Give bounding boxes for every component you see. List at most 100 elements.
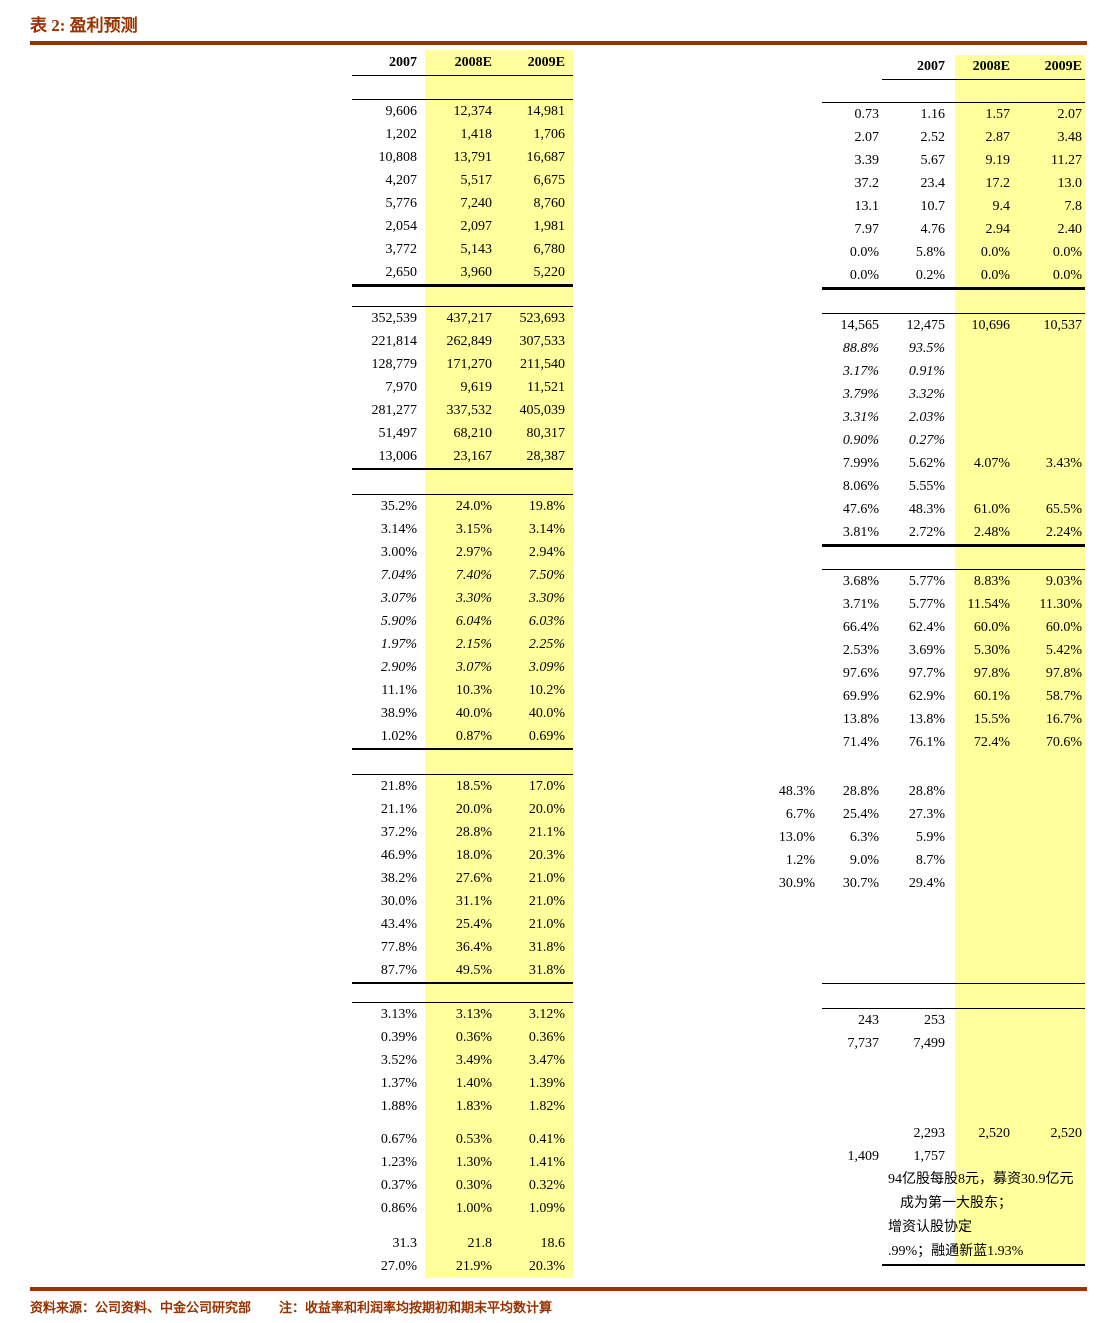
cell: 21.1% bbox=[380, 802, 417, 817]
table-block: 3.13% 3.13% 3.12% 0.39% 0.36% 0.36% 3.52% 3.49%… bbox=[352, 1003, 573, 1118]
spacer-row bbox=[352, 1220, 573, 1232]
cell: 0.0% bbox=[980, 245, 1010, 260]
cell: 21.8 bbox=[467, 1236, 493, 1251]
table-row: 11.1% 10.3% 10.2% bbox=[352, 679, 573, 702]
table-row: 21.8% 18.5% 17.0% bbox=[352, 775, 573, 798]
cell bbox=[1013, 872, 1085, 895]
table-row: 2,293 2,520 2,520 bbox=[822, 1122, 1085, 1145]
table-bottom-border bbox=[882, 1264, 1085, 1266]
cell: 18.5% bbox=[455, 779, 492, 794]
cell: 3.09% bbox=[528, 660, 565, 675]
table-block: 31.3 21.8 18.6 27.0% 21.9% 20.3% bbox=[352, 1232, 573, 1278]
cell: 0.90% bbox=[842, 433, 879, 448]
cell: 7.8 bbox=[1064, 199, 1083, 214]
cell: 10.3% bbox=[455, 683, 492, 698]
cell: 0.36% bbox=[455, 1030, 492, 1045]
table-row: 37.2 23.4 17.2 13.0 bbox=[822, 172, 1085, 195]
cell: 6,780 bbox=[533, 242, 566, 257]
cell: 262,849 bbox=[446, 334, 493, 349]
table-row: 0.90% 0.27% bbox=[822, 429, 1085, 452]
cell: 9.0% bbox=[849, 853, 879, 868]
cell: 0.37% bbox=[380, 1178, 417, 1193]
cell: 2.48% bbox=[973, 525, 1010, 540]
table-row: 3.00% 2.97% 2.94% bbox=[352, 541, 573, 564]
cell: 36.4% bbox=[455, 940, 492, 955]
cell: 38.9% bbox=[380, 706, 417, 721]
cell: 4.07% bbox=[973, 456, 1010, 471]
cell: 2007 bbox=[917, 59, 945, 74]
table-row: 47.6% 48.3% 61.0% 65.5% bbox=[822, 498, 1085, 521]
cell bbox=[1013, 337, 1085, 360]
table-row: 3.14% 3.15% 3.14% bbox=[352, 518, 573, 541]
spacer-row bbox=[822, 983, 1085, 1009]
cell: 2.53% bbox=[842, 643, 879, 658]
table-row: 51,497 68,210 80,317 bbox=[352, 422, 573, 445]
table-row: 13.8% 13.8% 15.5% 16.7% bbox=[822, 708, 1085, 731]
cell: 7.97 bbox=[854, 222, 880, 237]
table-row: 3.68% 5.77% 8.83% 9.03% bbox=[822, 570, 1085, 593]
cell: 3.52% bbox=[380, 1053, 417, 1068]
calc-note-text: 注：收益率和利润率均按期初和期末平均数计算 bbox=[279, 1300, 553, 1315]
table-block: 14,565 12,475 10,696 10,537 88.8% 93.5% 3.17% 0… bbox=[822, 314, 1085, 547]
cell: 2,650 bbox=[385, 265, 418, 280]
cell: 5.9% bbox=[915, 830, 945, 845]
table-row: 71.4% 76.1% 72.4% 70.6% bbox=[822, 731, 1085, 754]
cell: 2.87 bbox=[985, 130, 1011, 145]
cell: 48.3% bbox=[908, 502, 945, 517]
cell: 46.9% bbox=[380, 848, 417, 863]
cell: 23.4 bbox=[920, 176, 946, 191]
table-row: 69.9% 62.9% 60.1% 58.7% bbox=[822, 685, 1085, 708]
cell: 3.00% bbox=[380, 545, 417, 560]
left-highlight-band bbox=[425, 50, 573, 1278]
cell: 70.6% bbox=[1045, 735, 1082, 750]
cell: 13.1 bbox=[854, 199, 880, 214]
table-row: 97.6% 97.7% 97.8% 97.8% bbox=[822, 662, 1085, 685]
table-row: 30.0% 31.1% 21.0% bbox=[352, 890, 573, 913]
cell: 30.0% bbox=[380, 894, 417, 909]
cell: 2,520 bbox=[978, 1126, 1011, 1141]
cell: 28.8% bbox=[842, 784, 879, 799]
cell: 48.3% bbox=[778, 784, 815, 799]
cell bbox=[1013, 475, 1085, 498]
cell: 0.0% bbox=[849, 268, 879, 283]
cell: 3,960 bbox=[460, 265, 493, 280]
cell: 2.52 bbox=[920, 130, 946, 145]
cell: 0.0% bbox=[1052, 268, 1082, 283]
cell: 62.9% bbox=[908, 689, 945, 704]
cell: 4.76 bbox=[920, 222, 946, 237]
cell: 2.90% bbox=[380, 660, 417, 675]
cell bbox=[1013, 1145, 1085, 1168]
spacer-row bbox=[352, 76, 573, 100]
cell: 1.82% bbox=[528, 1099, 565, 1114]
cell: 93.5% bbox=[908, 341, 945, 356]
cell: 31.8% bbox=[528, 940, 565, 955]
cell: 20.0% bbox=[528, 802, 565, 817]
cell: 3.14% bbox=[380, 522, 417, 537]
source-note: 资料来源：公司资料、中金公司研究部 注：收益率和利润率均按期初和期末平均数计算 bbox=[30, 1297, 552, 1316]
spacer-row bbox=[822, 290, 1085, 314]
cell: 6,675 bbox=[533, 173, 566, 188]
cell bbox=[822, 1122, 882, 1145]
cell: 352,539 bbox=[371, 311, 418, 326]
cell: 37.2 bbox=[854, 176, 880, 191]
cell: 29.4% bbox=[908, 876, 945, 891]
cell: 23,167 bbox=[453, 449, 493, 464]
cell: 2.07 bbox=[1057, 107, 1083, 122]
table-row: 13.0% 6.3% 5.9% bbox=[779, 826, 1085, 849]
cell: 30.9% bbox=[778, 876, 815, 891]
table-row: 3.39 5.67 9.19 11.27 bbox=[822, 149, 1085, 172]
cell: 2.40 bbox=[1057, 222, 1083, 237]
cell: 1,409 bbox=[847, 1149, 880, 1164]
spacer-row bbox=[822, 754, 1085, 780]
cell: 1.40% bbox=[455, 1076, 492, 1091]
cell: 1.2% bbox=[785, 853, 815, 868]
cell: 0.2% bbox=[915, 268, 945, 283]
table-row: 1.2% 9.0% 8.7% bbox=[786, 849, 1085, 872]
cell: 35.2% bbox=[380, 499, 417, 514]
table-row: 3.71% 5.77% 11.54% 11.30% bbox=[822, 593, 1085, 616]
source-text: 资料来源：公司资料、中金公司研究部 bbox=[30, 1300, 252, 1315]
table-block: 243 253 7,737 7,499 bbox=[822, 1009, 1085, 1055]
table-row: 0.37% 0.30% 0.32% bbox=[352, 1174, 573, 1197]
cell: 40.0% bbox=[455, 706, 492, 721]
